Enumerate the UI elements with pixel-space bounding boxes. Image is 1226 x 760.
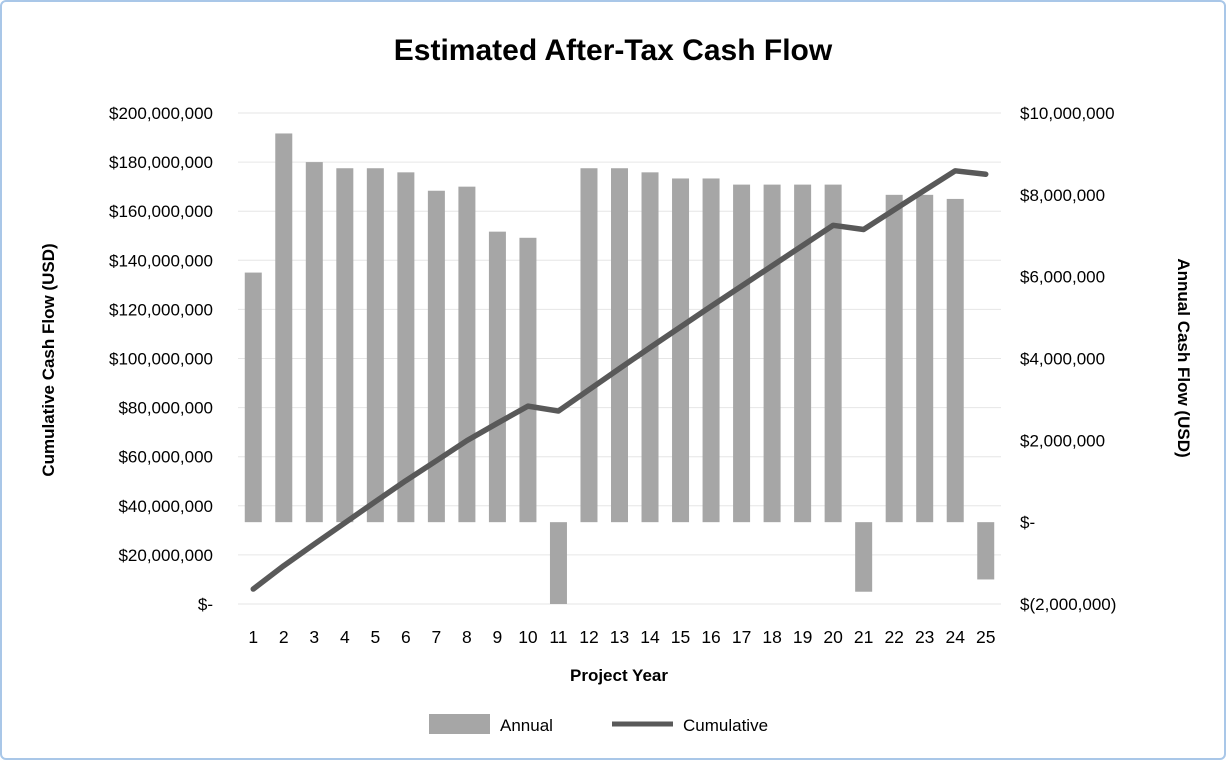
bar-year-8 xyxy=(458,186,476,523)
bar-year-10 xyxy=(519,237,537,523)
x-axis-tick-label: 25 xyxy=(976,627,995,647)
x-axis-tick-label: 11 xyxy=(549,627,567,647)
x-axis-tick-label: 22 xyxy=(884,627,903,647)
x-axis-tick-label: 12 xyxy=(579,627,598,647)
bar-year-13 xyxy=(611,168,628,523)
x-axis-tick-label: 19 xyxy=(793,627,812,647)
x-axis-tick-label: 4 xyxy=(340,627,350,647)
left-axis-tick-label: $120,000,000 xyxy=(109,300,213,319)
right-axis-tick-label: $2,000,000 xyxy=(1020,431,1105,450)
left-axis-tick-label: $60,000,000 xyxy=(118,448,213,467)
x-axis-tick-label: 23 xyxy=(915,627,934,647)
bar-year-12 xyxy=(580,168,598,523)
x-axis-tick-label: 24 xyxy=(945,627,965,647)
right-axis-tick-label: $8,000,000 xyxy=(1020,186,1105,205)
x-axis-tick-label: 13 xyxy=(610,627,629,647)
left-axis-tick-label: $100,000,000 xyxy=(109,350,213,369)
bar-year-21 xyxy=(855,522,873,592)
chart-title: Estimated After-Tax Cash Flow xyxy=(394,34,833,67)
legend: Annual Cumulative xyxy=(429,714,768,735)
legend-annual-label: Annual xyxy=(500,716,553,735)
left-axis-title: Cumulative Cash Flow (USD) xyxy=(39,243,58,476)
right-axis-title: Annual Cash Flow (USD) xyxy=(1174,258,1193,457)
right-axis-tick-label: $4,000,000 xyxy=(1020,350,1105,369)
x-axis-tick-label: 2 xyxy=(279,627,289,647)
x-axis-tick-label: 16 xyxy=(701,627,720,647)
bar-year-24 xyxy=(946,198,964,523)
x-axis-tick-label: 15 xyxy=(671,627,690,647)
left-axis-tick-label: $40,000,000 xyxy=(118,497,213,516)
bar-year-3 xyxy=(305,162,323,523)
left-axis-tick-label: $160,000,000 xyxy=(109,202,213,221)
bar-year-17 xyxy=(733,184,751,523)
left-axis-tick-label: $20,000,000 xyxy=(118,546,213,565)
x-axis-tick-label: 5 xyxy=(370,627,380,647)
right-axis-tick-label: $(2,000,000) xyxy=(1020,595,1116,614)
left-axis-tick-label: $200,000,000 xyxy=(109,104,213,123)
bar-year-25 xyxy=(977,522,995,580)
legend-cumulative-label: Cumulative xyxy=(683,716,768,735)
bar-year-19 xyxy=(794,184,812,523)
bar-year-2 xyxy=(275,133,293,523)
x-axis-tick-label: 10 xyxy=(518,627,538,647)
left-axis-tick-labels: $- $20,000,000 $40,000,000 $60,000,000 $80,0… xyxy=(109,104,213,614)
left-axis-tick-label: $80,000,000 xyxy=(118,399,213,418)
bar-year-23 xyxy=(916,194,934,523)
x-axis-tick-label: 1 xyxy=(248,627,258,647)
left-axis-tick-label: $140,000,000 xyxy=(109,251,213,270)
plot-area: $- $20,000,000 $40,000,000 $60,000,000 $80,0… xyxy=(109,104,1116,647)
x-axis-tick-label: 17 xyxy=(732,627,751,647)
x-axis-tick-label: 7 xyxy=(432,627,442,647)
bar-year-20 xyxy=(824,184,842,523)
bar-year-11 xyxy=(549,522,567,604)
x-axis-tick-label: 18 xyxy=(762,627,781,647)
bar-year-5 xyxy=(366,168,384,523)
annual-bars xyxy=(244,133,995,604)
bar-year-16 xyxy=(702,178,720,523)
bar-year-7 xyxy=(427,190,445,523)
left-axis-tick-label: $180,000,000 xyxy=(109,153,213,172)
cumulative-line xyxy=(250,168,989,592)
bar-year-4 xyxy=(336,168,354,523)
bar-year-22 xyxy=(885,194,903,523)
x-axis-tick-label: 6 xyxy=(401,627,411,647)
bar-year-9 xyxy=(488,231,506,523)
bar-year-18 xyxy=(763,184,781,523)
left-axis-tick-label: $- xyxy=(198,595,213,614)
x-axis-tick-label: 8 xyxy=(462,627,472,647)
x-axis-title: Project Year xyxy=(570,666,668,685)
bar-year-6 xyxy=(397,172,415,523)
x-axis-tick-label: 14 xyxy=(640,627,660,647)
x-axis-tick-label: 9 xyxy=(493,627,503,647)
right-axis-tick-label: $10,000,000 xyxy=(1020,104,1115,123)
bar-year-1 xyxy=(244,272,262,523)
x-axis-tick-label: 21 xyxy=(854,627,873,647)
x-axis-tick-label: 3 xyxy=(309,627,319,647)
right-axis-tick-labels: $(2,000,000) $- $2,000,000 $4,000,000 $6,000… xyxy=(1020,104,1116,614)
right-axis-tick-label: $- xyxy=(1020,513,1035,532)
x-axis-tick-label: 20 xyxy=(823,627,843,647)
x-axis-tick-labels: 1 2 3 4 5 6 7 8 9 10 11 12 13 14 15 16 17 18 19 20 21 22 23 24 2… xyxy=(248,627,995,647)
right-axis-tick-label: $6,000,000 xyxy=(1020,268,1105,287)
bar-year-15 xyxy=(672,178,690,523)
legend-annual-swatch-icon xyxy=(429,714,490,734)
